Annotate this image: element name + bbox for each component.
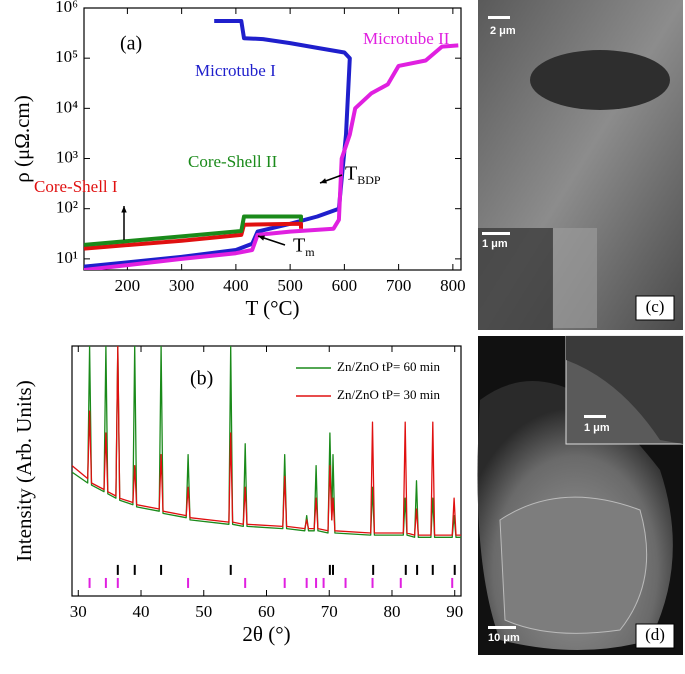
data-line bbox=[72, 346, 461, 536]
series-label: Microtube I bbox=[195, 61, 276, 80]
x-tick-label: 800 bbox=[440, 276, 466, 295]
data-line bbox=[84, 43, 459, 270]
data-line bbox=[72, 346, 461, 538]
y-tick-label: 10⁴ bbox=[55, 97, 78, 116]
arrow-head bbox=[258, 235, 265, 241]
annotation-subscript: BDP bbox=[357, 173, 381, 187]
arrow-head bbox=[320, 178, 327, 184]
scale-bar-label: 1 μm bbox=[482, 238, 508, 250]
annotation: TBDP bbox=[345, 163, 381, 187]
annotation-subscript: m bbox=[305, 245, 315, 259]
annotation: (a) bbox=[120, 33, 142, 55]
legend-label: Zn/ZnO tP= 30 min bbox=[337, 387, 441, 402]
y-tick-label: 10⁶ bbox=[55, 0, 78, 16]
y-axis-label: ρ (μΩ.cm) bbox=[10, 95, 34, 183]
plot-frame bbox=[83, 7, 462, 271]
scale-bar-label: 10 μm bbox=[488, 632, 520, 644]
data-line bbox=[84, 214, 303, 247]
x-tick-label: 30 bbox=[70, 602, 87, 621]
image-c bbox=[478, 0, 683, 330]
x-axis-label: 2θ (°) bbox=[242, 622, 290, 646]
series-label: Core-Shell II bbox=[188, 152, 278, 171]
x-tick-label: 400 bbox=[223, 276, 249, 295]
x-tick-label: 600 bbox=[332, 276, 358, 295]
y-tick-label: 10³ bbox=[56, 147, 78, 166]
series-label: Microtube II bbox=[363, 29, 450, 48]
y-tick-label: 10² bbox=[56, 198, 78, 217]
x-tick-label: 500 bbox=[277, 276, 303, 295]
x-tick-label: 200 bbox=[115, 276, 141, 295]
panel-label: (c) bbox=[646, 297, 665, 316]
y-axis-label: Intensity (Arb. Units) bbox=[12, 380, 36, 561]
plot-area bbox=[84, 19, 459, 270]
plot-frame bbox=[71, 345, 462, 597]
x-tick-label: 90 bbox=[446, 602, 463, 621]
x-tick-label: 70 bbox=[321, 602, 338, 621]
series-label: Core-Shell I bbox=[34, 177, 118, 196]
panel-label: (d) bbox=[645, 625, 665, 644]
scale-bar-label: 2 μm bbox=[490, 25, 516, 37]
y-tick-label: 10¹ bbox=[56, 248, 78, 267]
x-tick-label: 80 bbox=[383, 602, 400, 621]
plot-area bbox=[72, 346, 461, 538]
x-tick-label: 300 bbox=[169, 276, 195, 295]
x-tick-label: 60 bbox=[258, 602, 275, 621]
x-tick-label: 700 bbox=[386, 276, 412, 295]
x-tick-label: 40 bbox=[133, 602, 150, 621]
annotation: Tm bbox=[293, 235, 315, 259]
x-axis-label: T (°C) bbox=[245, 296, 299, 320]
arrow-head bbox=[121, 206, 127, 213]
image-d bbox=[477, 335, 684, 655]
x-tick-label: 50 bbox=[195, 602, 212, 621]
legend-label: Zn/ZnO tP= 60 min bbox=[337, 359, 441, 374]
y-tick-label: 10⁵ bbox=[55, 47, 78, 66]
scale-bar-label: 1 μm bbox=[584, 422, 610, 434]
annotation: (b) bbox=[190, 368, 213, 390]
